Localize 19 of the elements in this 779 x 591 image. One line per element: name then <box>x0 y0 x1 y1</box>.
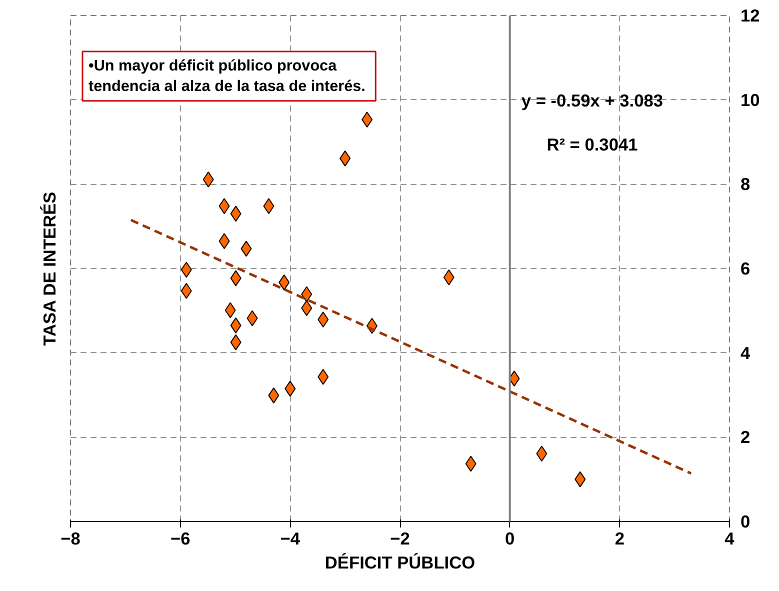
y-tick-label: 0 <box>740 512 750 532</box>
y-tick-label: 8 <box>740 174 750 194</box>
x-tick-label: −4 <box>280 528 300 548</box>
annotation: R² = 0.3041 <box>546 134 638 155</box>
y-tick-label: 10 <box>740 90 760 110</box>
y-tick-label: 12 <box>740 6 760 26</box>
y-tick-label: 2 <box>740 427 750 448</box>
x-axis-title: DÉFICIT PÚBLICO <box>324 552 476 572</box>
y-axis-title: TASA DE INTERÉS <box>40 192 60 346</box>
x-tick-label: 4 <box>724 528 735 548</box>
x-tick-label: −2 <box>390 528 410 548</box>
y-tick-label: 4 <box>740 342 750 363</box>
x-tick-label: −8 <box>60 528 81 548</box>
x-tick-label: 2 <box>614 528 624 548</box>
y-tick-label: 6 <box>740 258 750 278</box>
annotation: •Un mayor déficit público provoca tendencia al alza de la tasa de interés. <box>88 58 366 95</box>
x-tick-label: −6 <box>170 528 191 548</box>
annotation: y = -0.59x + 3.083 <box>521 90 664 110</box>
x-tick-label: 0 <box>505 528 515 548</box>
